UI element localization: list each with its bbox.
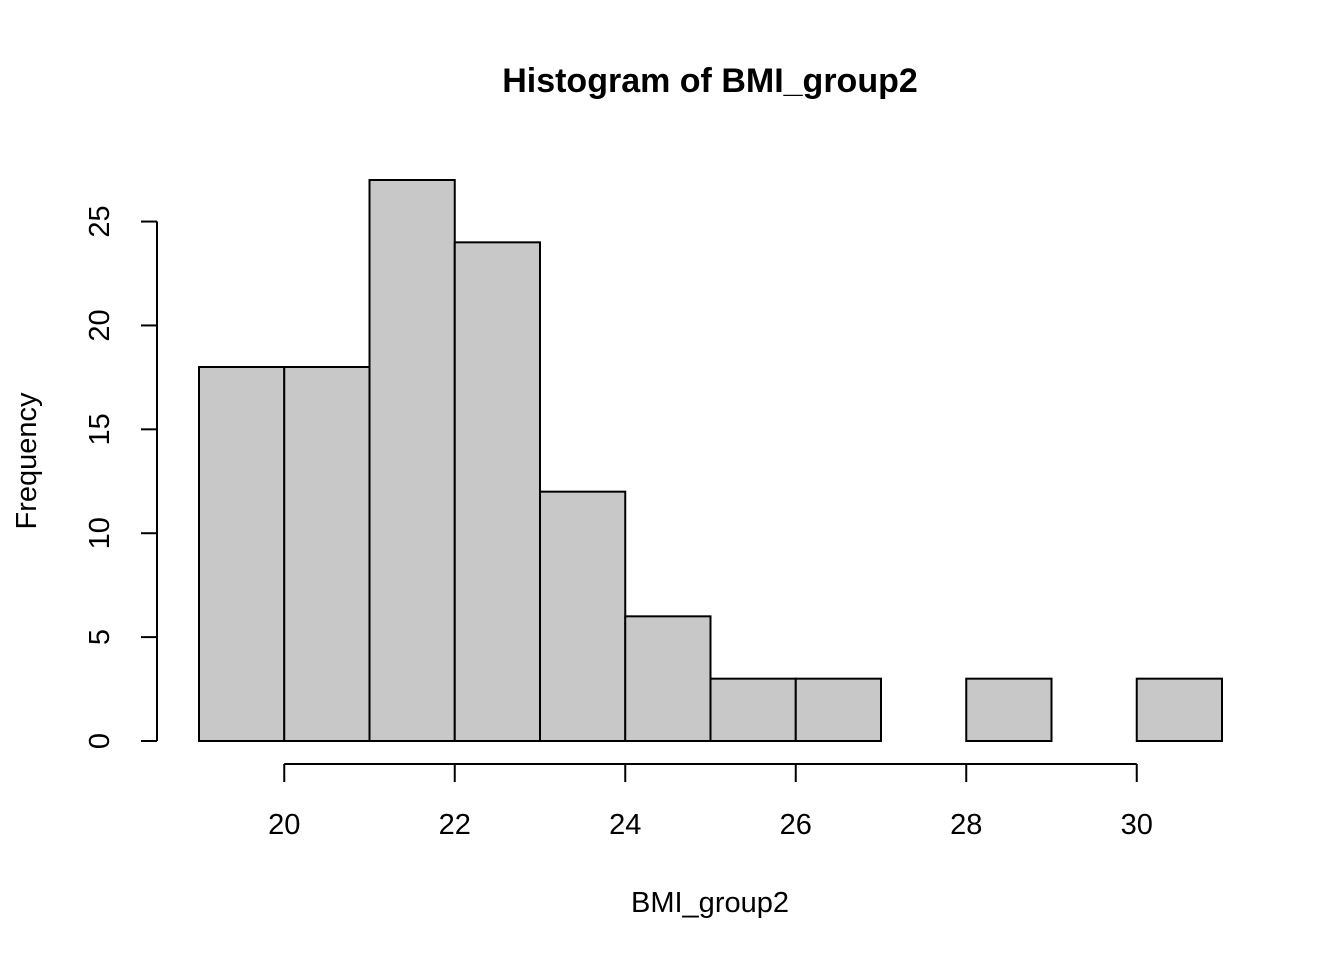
histogram-bar [624,615,712,742]
histogram-bar [1135,677,1223,743]
histogram-bar [965,677,1053,743]
x-tick-label: 20 [268,809,300,841]
x-tick-label: 28 [950,809,982,841]
x-tick-label: 24 [609,809,641,841]
x-axis-label: BMI_group2 [631,887,789,919]
x-tick-label: 26 [780,809,812,841]
y-tick-label: 5 [84,629,116,645]
histogram-bar [539,490,627,742]
histogram-bar [368,179,456,742]
histogram-bar [709,677,797,743]
histogram-bar [453,241,541,742]
bars-group [198,179,1223,743]
y-tick-label: 0 [84,733,116,749]
x-tick-label: 30 [1121,809,1153,841]
x-axis: 20 22 24 26 28 30 [268,763,1153,841]
histogram-bar [283,366,371,742]
y-tick-label: 25 [84,205,116,237]
y-tick-label: 20 [84,309,116,341]
histogram-bar [198,366,286,742]
x-tick-label: 22 [439,809,471,841]
y-axis-label: Frequency [11,392,43,530]
histogram-bar [794,677,882,743]
y-axis: 0 5 10 15 20 25 [84,205,158,749]
y-tick-label: 10 [84,517,116,549]
chart-title: Histogram of BMI_group2 [502,62,918,100]
y-tick-label: 15 [84,413,116,445]
